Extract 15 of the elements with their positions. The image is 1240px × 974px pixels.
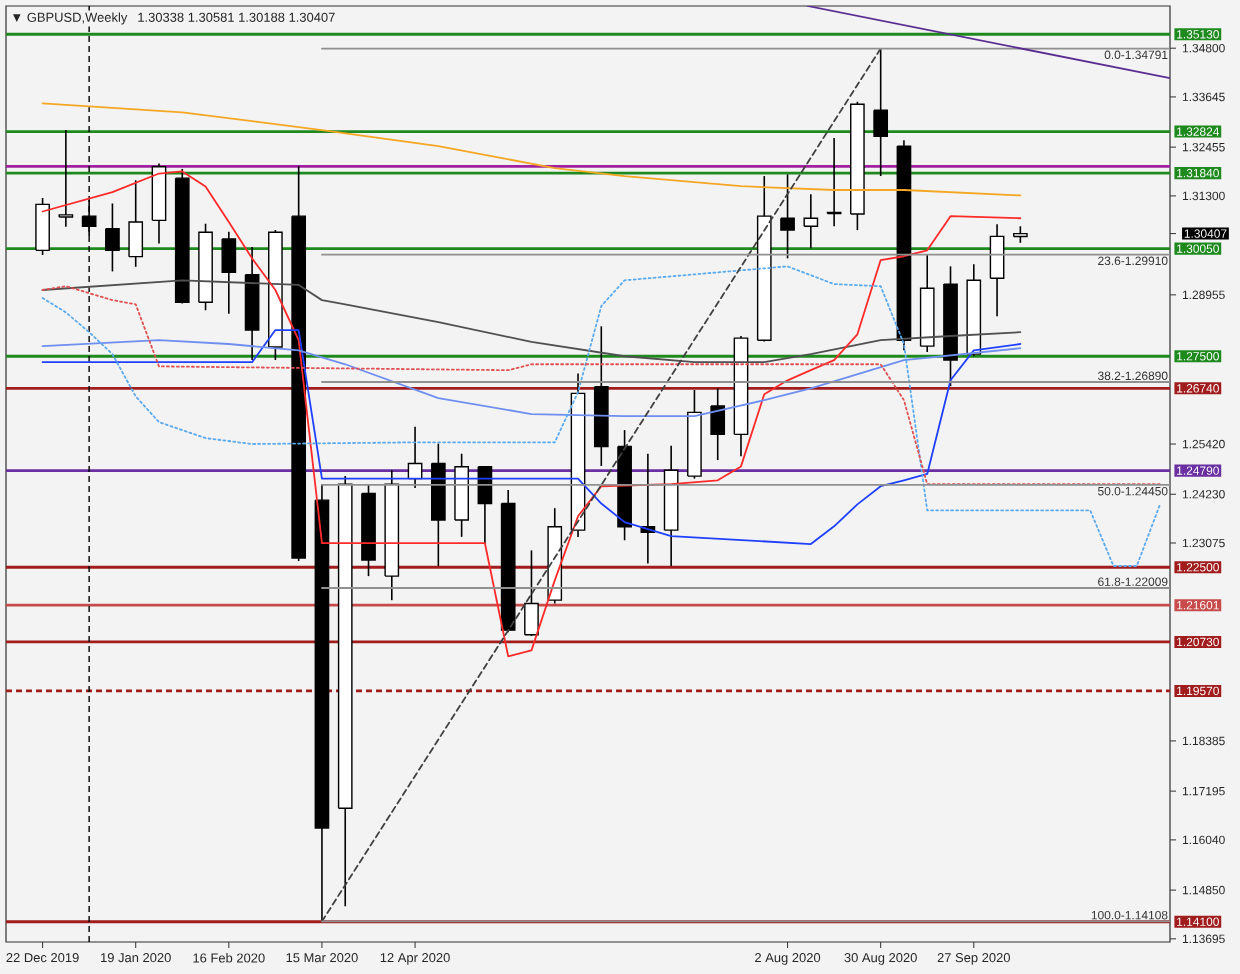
line-series	[41, 279, 1022, 364]
candlestick	[780, 173, 795, 260]
candlestick	[989, 223, 1005, 317]
line-series	[41, 339, 1022, 418]
candlestick	[873, 47, 889, 177]
candlestick	[128, 179, 144, 268]
candlestick	[105, 202, 120, 273]
line-series	[41, 102, 1022, 197]
line-series	[41, 329, 1022, 545]
candlestick	[524, 549, 539, 637]
candlestick	[35, 197, 50, 256]
candlestick	[58, 129, 74, 228]
candlestick	[803, 193, 819, 250]
candlestick	[710, 387, 726, 461]
candlestick	[221, 230, 237, 315]
